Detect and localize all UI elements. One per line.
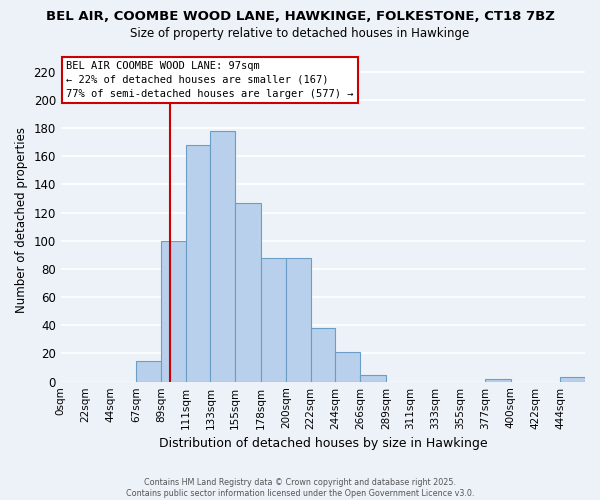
Text: BEL AIR COOMBE WOOD LANE: 97sqm
← 22% of detached houses are smaller (167)
77% o: BEL AIR COOMBE WOOD LANE: 97sqm ← 22% of… xyxy=(66,60,353,98)
Bar xyxy=(136,360,161,382)
Bar xyxy=(311,328,335,382)
Bar xyxy=(235,202,261,382)
Text: BEL AIR, COOMBE WOOD LANE, HAWKINGE, FOLKESTONE, CT18 7BZ: BEL AIR, COOMBE WOOD LANE, HAWKINGE, FOL… xyxy=(46,10,554,23)
Bar xyxy=(211,131,235,382)
X-axis label: Distribution of detached houses by size in Hawkinge: Distribution of detached houses by size … xyxy=(158,437,487,450)
Bar xyxy=(261,258,286,382)
Y-axis label: Number of detached properties: Number of detached properties xyxy=(15,126,28,312)
Bar xyxy=(485,379,511,382)
Bar xyxy=(185,145,211,382)
Bar xyxy=(286,258,311,382)
Bar xyxy=(560,378,585,382)
Text: Contains HM Land Registry data © Crown copyright and database right 2025.
Contai: Contains HM Land Registry data © Crown c… xyxy=(126,478,474,498)
Bar xyxy=(360,374,386,382)
Bar xyxy=(161,240,185,382)
Text: Size of property relative to detached houses in Hawkinge: Size of property relative to detached ho… xyxy=(130,28,470,40)
Bar xyxy=(335,352,360,382)
